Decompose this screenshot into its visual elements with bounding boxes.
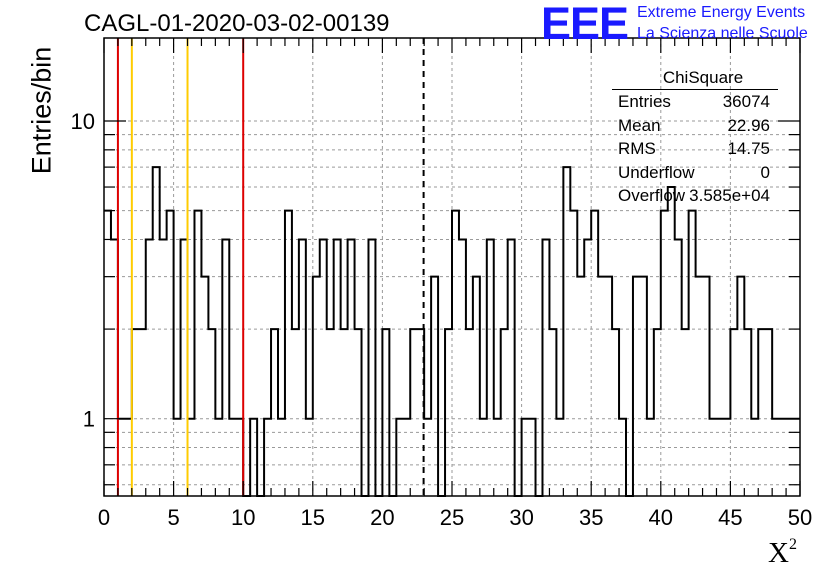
- stats-label: Mean: [618, 115, 661, 135]
- y-tick-label: 1: [83, 407, 95, 432]
- y-axis-label: Entries/bin: [26, 46, 57, 175]
- stats-label: Underflow: [618, 162, 695, 182]
- eee-logo-mark: EEE: [541, 0, 629, 49]
- x-tick-label: 5: [167, 505, 179, 530]
- x-tick-label: 20: [370, 505, 394, 530]
- stats-label: Overflow: [618, 186, 686, 205]
- logo-line-2: La Scienza nelle Scuole: [637, 25, 808, 42]
- stats-value: 22.96: [727, 115, 770, 135]
- stats-row-mean: Mean 22.96: [612, 114, 778, 138]
- stats-label: RMS: [618, 139, 656, 158]
- x-tick-label: 45: [718, 505, 742, 530]
- x-tick-label: 0: [98, 505, 110, 530]
- logo-line-1: Extreme Energy Events: [637, 4, 806, 21]
- stats-row-rms: RMS 14.75: [612, 137, 778, 161]
- stats-value: 14.75: [727, 139, 770, 158]
- x-tick-label: 40: [649, 505, 673, 530]
- stats-label: Entries: [618, 92, 671, 111]
- chart-title: CAGL-01-2020-03-02-00139: [84, 10, 390, 37]
- x-tick-label: 10: [231, 505, 255, 530]
- stats-box: ChiSquare Entries 36074 Mean 22.96 RMS 1…: [612, 66, 778, 208]
- stats-value: 3.585e+04: [689, 186, 770, 205]
- x-tick-label: 15: [301, 505, 325, 530]
- stats-row-entries: Entries 36074: [612, 90, 778, 114]
- x-tick-label: 50: [788, 505, 812, 530]
- x-tick-label: 35: [579, 505, 603, 530]
- x-tick-label: 30: [509, 505, 533, 530]
- x-axis-label-base: X: [768, 537, 789, 569]
- stats-row-overflow: Overflow 3.585e+04: [612, 184, 778, 208]
- x-axis-label: X2: [768, 536, 797, 570]
- stats-title: ChiSquare: [612, 66, 778, 90]
- x-axis-label-superscript: 2: [788, 536, 797, 553]
- y-tick-label: 10: [71, 109, 95, 134]
- stats-row-underflow: Underflow 0: [612, 161, 778, 185]
- x-tick-label: 25: [440, 505, 464, 530]
- stats-value: 0: [760, 162, 770, 182]
- stats-value: 36074: [722, 92, 770, 111]
